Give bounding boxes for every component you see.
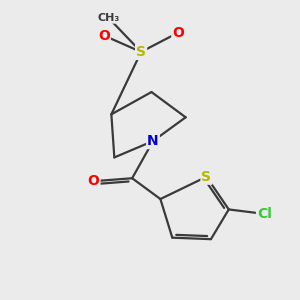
Text: CH₃: CH₃ (97, 13, 119, 23)
Text: S: S (202, 170, 212, 184)
Text: N: N (147, 134, 159, 148)
Text: O: O (98, 28, 110, 43)
Text: O: O (88, 174, 100, 188)
Text: S: S (136, 45, 146, 59)
Text: Cl: Cl (257, 207, 272, 221)
Text: O: O (172, 26, 184, 40)
